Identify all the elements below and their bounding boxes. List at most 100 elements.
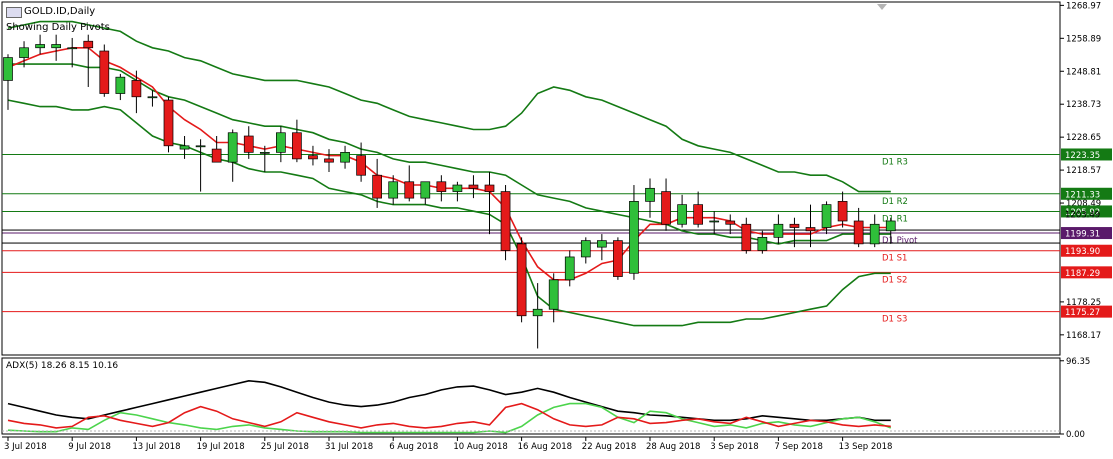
candle-body: [436, 181, 447, 192]
candle-body: [596, 240, 607, 248]
pivot-label: D1 Pivot: [882, 236, 918, 246]
price-tag-label: 1199.31: [1065, 230, 1100, 240]
candle-body: [35, 44, 45, 49]
price-tick-label: 1248.81: [1066, 67, 1101, 77]
candle-body: [805, 227, 816, 232]
candle-body: [741, 223, 752, 251]
candle-body: [869, 223, 880, 245]
candle-body: [147, 96, 158, 99]
time-tick-label: 10 Aug 2018: [453, 442, 507, 452]
candle-body: [484, 184, 495, 192]
price-axis: 1268.97 1258.89 1248.81 1238.73 1228.65 1218.…: [1060, 1, 1101, 341]
candle-body: [211, 148, 222, 163]
candle-body: [532, 308, 543, 317]
pivot-label: D1 S2: [882, 275, 907, 285]
price-tag-label: 1223.35: [1065, 151, 1100, 161]
upper-band-line: [7, 20, 891, 193]
price-tag-label: 1193.90: [1065, 247, 1100, 257]
price-tag-label: 1175.27: [1065, 308, 1100, 318]
candle-body: [500, 191, 511, 251]
candle-body: [564, 256, 575, 281]
price-tag-box: [1061, 305, 1112, 318]
price-tag-box: [1061, 205, 1112, 218]
candles: [3, 34, 896, 349]
candle-body: [356, 155, 366, 176]
pivot-label: D1 R2: [882, 197, 908, 207]
adx-indicator-label: ADX(5) 18.26 8.15 10.16: [6, 361, 119, 371]
time-axis: 3 Jul 2018 9 Jul 2018 13 Jul 2018 19 Jul 20…: [4, 437, 892, 452]
time-tick-label: 3 Jul 2018: [4, 442, 47, 452]
price-tag-box: [1061, 187, 1112, 200]
adx-plot-frame: [1, 357, 1061, 435]
candle-body: [3, 57, 13, 81]
candle-body: [773, 223, 784, 238]
price-tick-label: 1208.49: [1066, 199, 1101, 209]
price-tick-label: 1228.65: [1066, 133, 1101, 143]
time-tick-label: 31 Jul 2018: [325, 442, 373, 452]
pivot-zone-box: [1, 229, 1061, 244]
pivot-label: D1 S1: [882, 254, 907, 264]
candle-body: [388, 181, 399, 199]
price-tag-box: [1061, 148, 1112, 161]
price-tags: 1223.35 1211.33 1205.92 1199.31 1193.90 1187.…: [1061, 148, 1112, 318]
adx-tick-label: 0.00: [1066, 430, 1085, 440]
candle-body: [179, 145, 190, 150]
time-tick-label: 22 Aug 2018: [582, 442, 636, 452]
candle-body: [19, 47, 29, 58]
time-tick-label: 6 Aug 2018: [389, 442, 438, 452]
adx-lines: [7, 379, 892, 434]
candle-body: [99, 50, 110, 94]
price-tick-label: 1258.89: [1066, 34, 1101, 44]
candle-body: [67, 47, 78, 50]
candle-body: [645, 187, 655, 202]
price-tick-label: 1238.73: [1066, 100, 1101, 110]
time-tick-label: 3 Sep 2018: [710, 442, 758, 452]
lower-band-line: [7, 99, 891, 327]
time-tick-label: 28 Aug 2018: [646, 442, 700, 452]
candle-body: [709, 220, 720, 223]
candle-body: [548, 279, 559, 310]
indicator-lines: [7, 20, 891, 327]
time-tick-label: 7 Sep 2018: [774, 442, 822, 452]
candle-body: [661, 191, 671, 225]
candle-body: [276, 132, 286, 153]
candle-body: [677, 204, 687, 225]
time-tick-label: 9 Jul 2018: [68, 442, 111, 452]
candle-body: [292, 132, 302, 160]
candle-body: [324, 158, 334, 163]
candle-body: [629, 201, 639, 274]
candle-body: [115, 76, 126, 94]
price-tag-label: 1205.92: [1065, 208, 1100, 218]
candle-body: [821, 204, 832, 228]
candle-body: [420, 181, 431, 199]
candle-body: [259, 152, 270, 154]
candle-body: [372, 174, 382, 199]
candle-body: [308, 155, 318, 160]
pivot-label: D1 R1: [882, 214, 908, 224]
time-tick-label: 13 Sep 2018: [839, 442, 893, 452]
time-tick-label: 19 Jul 2018: [197, 442, 245, 452]
price-tick-label: 1218.57: [1066, 166, 1101, 176]
main-plot-frame: [1, 1, 1061, 356]
price-tick-label: 1178.25: [1066, 298, 1101, 308]
candle-body: [613, 240, 623, 277]
price-tick-label: 1168.17: [1066, 331, 1101, 341]
price-tag-label: 1211.33: [1065, 190, 1100, 200]
pivot-label: D1 S3: [882, 315, 907, 325]
candle-body: [131, 80, 142, 98]
candle-body: [516, 243, 527, 317]
symbol-menu-icon[interactable]: [6, 7, 22, 18]
price-tick-label: 1268.97: [1066, 1, 1101, 11]
adx-axis: 96.35 0.00: [1060, 357, 1090, 440]
candle-body: [404, 181, 415, 199]
candle-body: [83, 40, 94, 49]
candle-body: [725, 220, 736, 225]
plus-di-line: [7, 402, 892, 434]
candle-body: [885, 220, 896, 232]
adx-line: [7, 379, 891, 422]
candle-body: [693, 204, 704, 225]
candle-body: [51, 44, 62, 49]
time-tick-label: 13 Jul 2018: [132, 442, 180, 452]
